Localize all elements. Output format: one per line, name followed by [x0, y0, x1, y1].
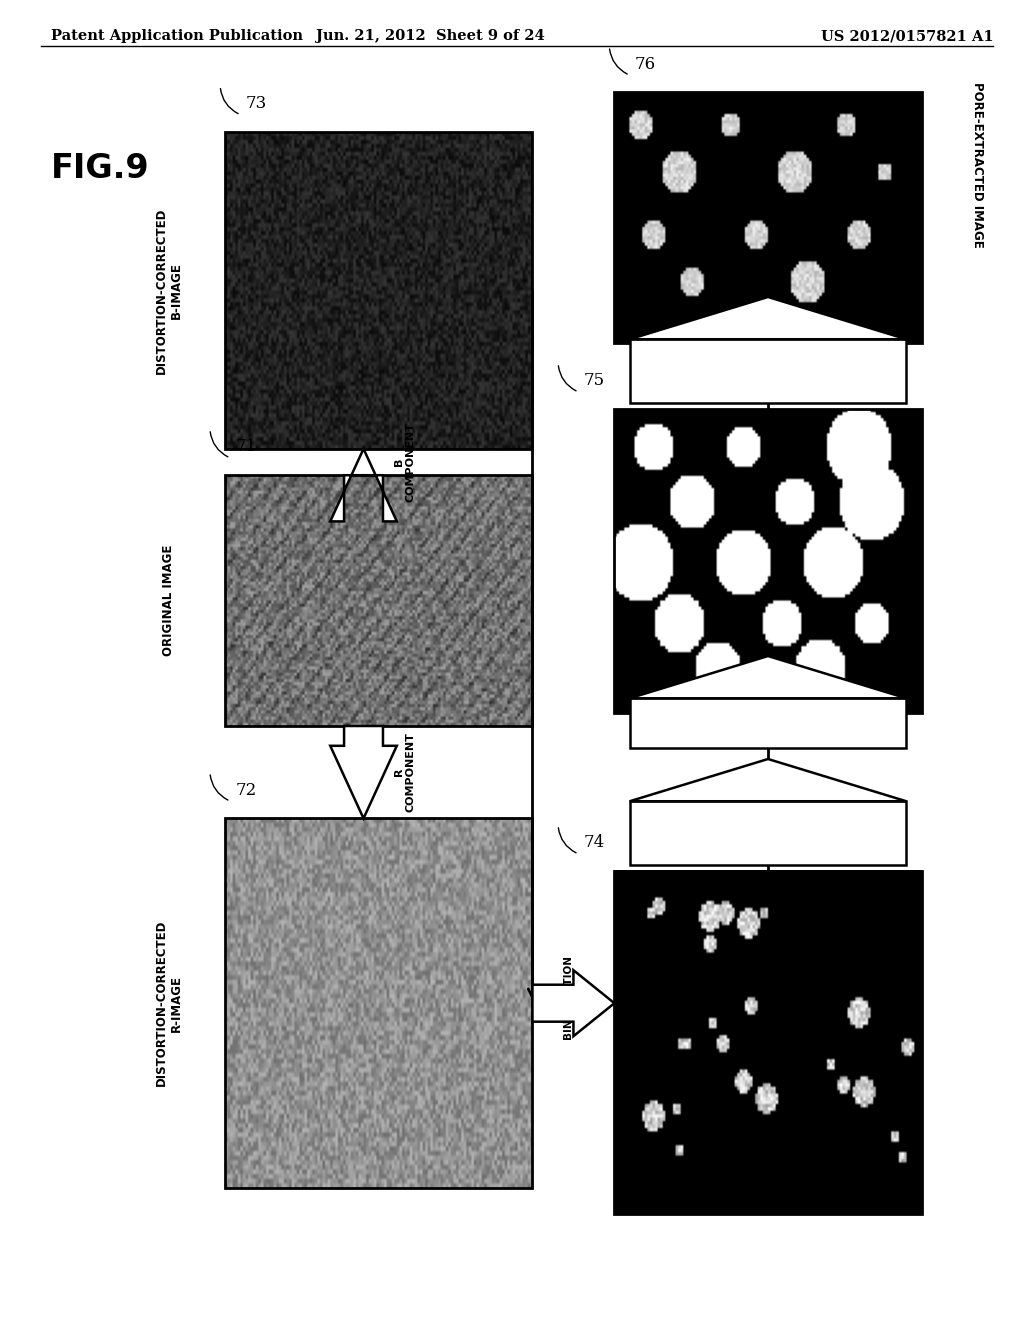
Text: R
COMPONENT: R COMPONENT — [394, 733, 416, 812]
Bar — [225, 132, 532, 449]
Bar — [630, 698, 906, 748]
Bar — [225, 818, 532, 1188]
Polygon shape — [630, 656, 906, 698]
Text: 71: 71 — [236, 438, 257, 455]
Text: 76: 76 — [635, 55, 656, 73]
Bar — [225, 475, 532, 726]
Polygon shape — [330, 449, 396, 521]
Bar — [630, 339, 906, 403]
Text: B
COMPONENT: B COMPONENT — [394, 422, 416, 502]
Bar — [614, 409, 922, 713]
Text: BINARIZATION: BINARIZATION — [563, 954, 573, 1039]
Text: FINE FURROW
REMOVAL: FINE FURROW REMOVAL — [719, 818, 817, 847]
Text: ORIGINAL IMAGE: ORIGINAL IMAGE — [163, 545, 175, 656]
Text: Jun. 21, 2012  Sheet 9 of 24: Jun. 21, 2012 Sheet 9 of 24 — [315, 29, 545, 44]
Bar — [614, 871, 922, 1214]
Text: NOISE REMOVAL: NOISE REMOVAL — [711, 717, 825, 730]
Polygon shape — [630, 297, 906, 339]
Text: US 2012/0157821 A1: US 2012/0157821 A1 — [820, 29, 993, 44]
Text: 73: 73 — [246, 95, 267, 112]
Text: 75: 75 — [584, 372, 605, 389]
Text: DISTORTION-CORRECTED
R-IMAGE: DISTORTION-CORRECTED R-IMAGE — [155, 920, 183, 1086]
Polygon shape — [330, 726, 396, 818]
Text: DISTORTION-CORRECTED
B-IMAGE: DISTORTION-CORRECTED B-IMAGE — [155, 207, 183, 374]
Text: 72: 72 — [236, 781, 257, 799]
Polygon shape — [630, 759, 906, 801]
Text: 74: 74 — [584, 834, 605, 851]
Polygon shape — [532, 970, 614, 1036]
Text: PORE-EXTRACTED IMAGE: PORE-EXTRACTED IMAGE — [972, 82, 984, 248]
Text: Patent Application Publication: Patent Application Publication — [51, 29, 303, 44]
Text: FIG.9: FIG.9 — [51, 152, 150, 185]
Bar — [630, 801, 906, 865]
Bar — [614, 92, 922, 343]
Text: WIDE FURROW
REMOVAL: WIDE FURROW REMOVAL — [716, 356, 820, 385]
